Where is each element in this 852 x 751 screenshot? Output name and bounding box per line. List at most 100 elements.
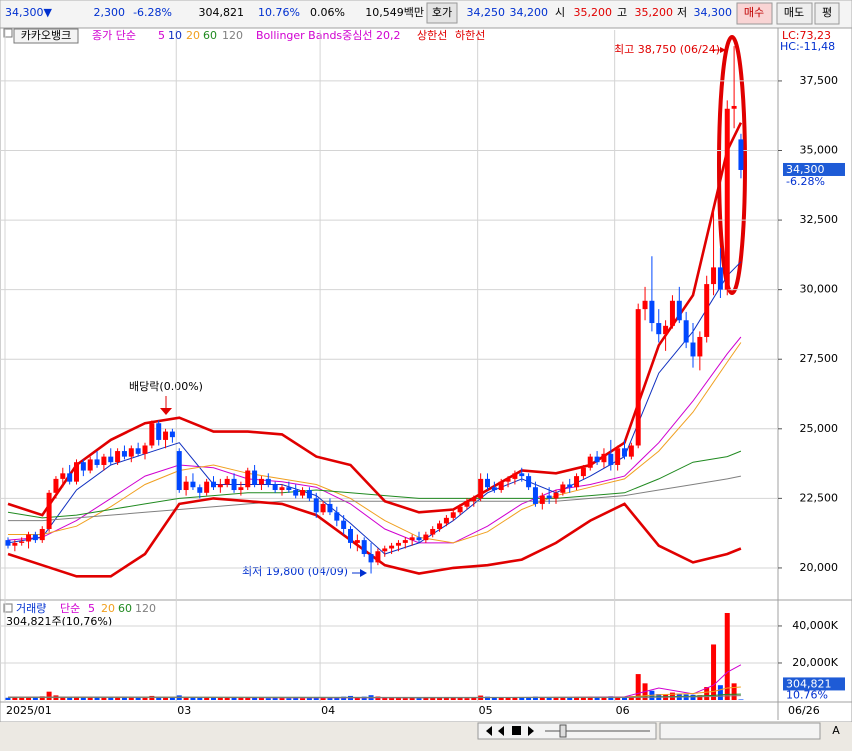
volume-bar [717, 685, 723, 700]
volume-bar [539, 697, 545, 700]
lc: LC:73,23 [782, 29, 831, 42]
volume-bar [19, 697, 25, 700]
candle-body [169, 431, 175, 438]
candle-body [649, 300, 655, 324]
buy-button-bg[interactable] [736, 2, 773, 25]
candle-body [238, 487, 244, 491]
line [8, 342, 742, 544]
btn-stop[interactable] [512, 726, 521, 735]
y-tick-label: 25,000 [800, 422, 839, 435]
volume-bar [238, 697, 244, 700]
bid: 34,200 [510, 6, 549, 19]
eval-button[interactable]: 평 [822, 6, 832, 19]
volume-bar [204, 697, 210, 700]
candle-body [457, 506, 463, 513]
candle-body [587, 456, 593, 468]
candle-body [101, 456, 107, 465]
volume-bar [628, 696, 634, 700]
open: 35,200 [574, 6, 613, 19]
candle-body [546, 495, 552, 499]
volume-bar [437, 697, 443, 700]
btn-play[interactable] [528, 726, 534, 736]
candle-body [94, 459, 100, 465]
volume-bar [115, 697, 121, 700]
volume-bar [491, 697, 497, 700]
candle-body [580, 467, 586, 477]
volume-bar [457, 697, 463, 700]
candle-body [53, 478, 59, 493]
legend-item: 60 [203, 29, 217, 42]
volume-bar [26, 697, 32, 700]
turnover: 10.76% [258, 6, 300, 19]
volume-bar [402, 698, 408, 700]
candle-body [711, 267, 717, 285]
stock-name[interactable]: 카카오뱅크 [21, 29, 72, 42]
candle-body [163, 431, 169, 440]
ask-label: 호가 [432, 6, 452, 19]
candle-body [450, 512, 456, 518]
volume-bar [12, 697, 18, 700]
candle-body [560, 484, 566, 493]
x-tick-label: 2025/01 [6, 704, 52, 717]
candle-body [231, 478, 237, 491]
volume-bar [108, 697, 114, 700]
volume-bar [293, 697, 299, 700]
candle-body [635, 309, 641, 446]
eval-button-bg[interactable] [814, 2, 840, 25]
volume-bar [211, 697, 216, 700]
dividend-annotation: 배당락(0.00%) [129, 380, 203, 393]
volume-bar [341, 696, 347, 700]
candle-body [12, 542, 18, 546]
volume-bar [313, 697, 319, 700]
volume-bar [5, 697, 11, 700]
buy-button[interactable]: 매수 [744, 6, 764, 19]
volume-bar [409, 697, 415, 700]
volume-bar [183, 697, 189, 700]
candle-body [669, 300, 675, 326]
candle-body [46, 492, 52, 529]
volume-bar [498, 697, 504, 700]
candle-body [258, 478, 264, 485]
volume-bar [505, 697, 511, 700]
candle-body [197, 487, 203, 493]
candle-body [320, 503, 326, 513]
volume-bar [416, 698, 422, 700]
zoom-thumb[interactable] [559, 724, 567, 738]
volume-bar [697, 695, 703, 700]
candle-body [217, 484, 223, 488]
candle-body [142, 445, 148, 454]
candle-body [622, 448, 627, 457]
volume-bar [252, 697, 258, 700]
tool-buttons[interactable] [659, 722, 821, 740]
volume-bar [300, 698, 306, 700]
sell-button[interactable]: 매도 [784, 6, 804, 19]
volume-bar [450, 697, 456, 700]
volume-bar [443, 697, 449, 700]
volume-bar [574, 697, 580, 700]
candle-body [526, 476, 532, 488]
line [7, 450, 742, 519]
volume-bar [101, 697, 107, 700]
candle-body [26, 534, 32, 542]
btn-prev[interactable] [486, 726, 492, 736]
high: 35,200 [635, 6, 674, 19]
volume-bar [389, 697, 395, 700]
candle-body [176, 451, 182, 491]
volume-bar [60, 696, 66, 700]
candle-body [498, 481, 504, 491]
btn-rewind[interactable] [498, 726, 504, 736]
sell-button-bg[interactable] [776, 2, 813, 25]
candle-body [382, 548, 388, 552]
candle-body [519, 473, 525, 477]
ask-label-box [426, 2, 458, 24]
price-label: 34,300 [786, 163, 825, 176]
volume-bar [169, 697, 175, 700]
line [8, 695, 741, 698]
x-tick-label: 03 [177, 704, 191, 717]
font-button[interactable]: A [832, 724, 840, 737]
price-label-box [783, 162, 845, 176]
change: 2,300 [94, 6, 126, 19]
name-box[interactable] [13, 28, 79, 44]
candle-body [717, 267, 723, 290]
